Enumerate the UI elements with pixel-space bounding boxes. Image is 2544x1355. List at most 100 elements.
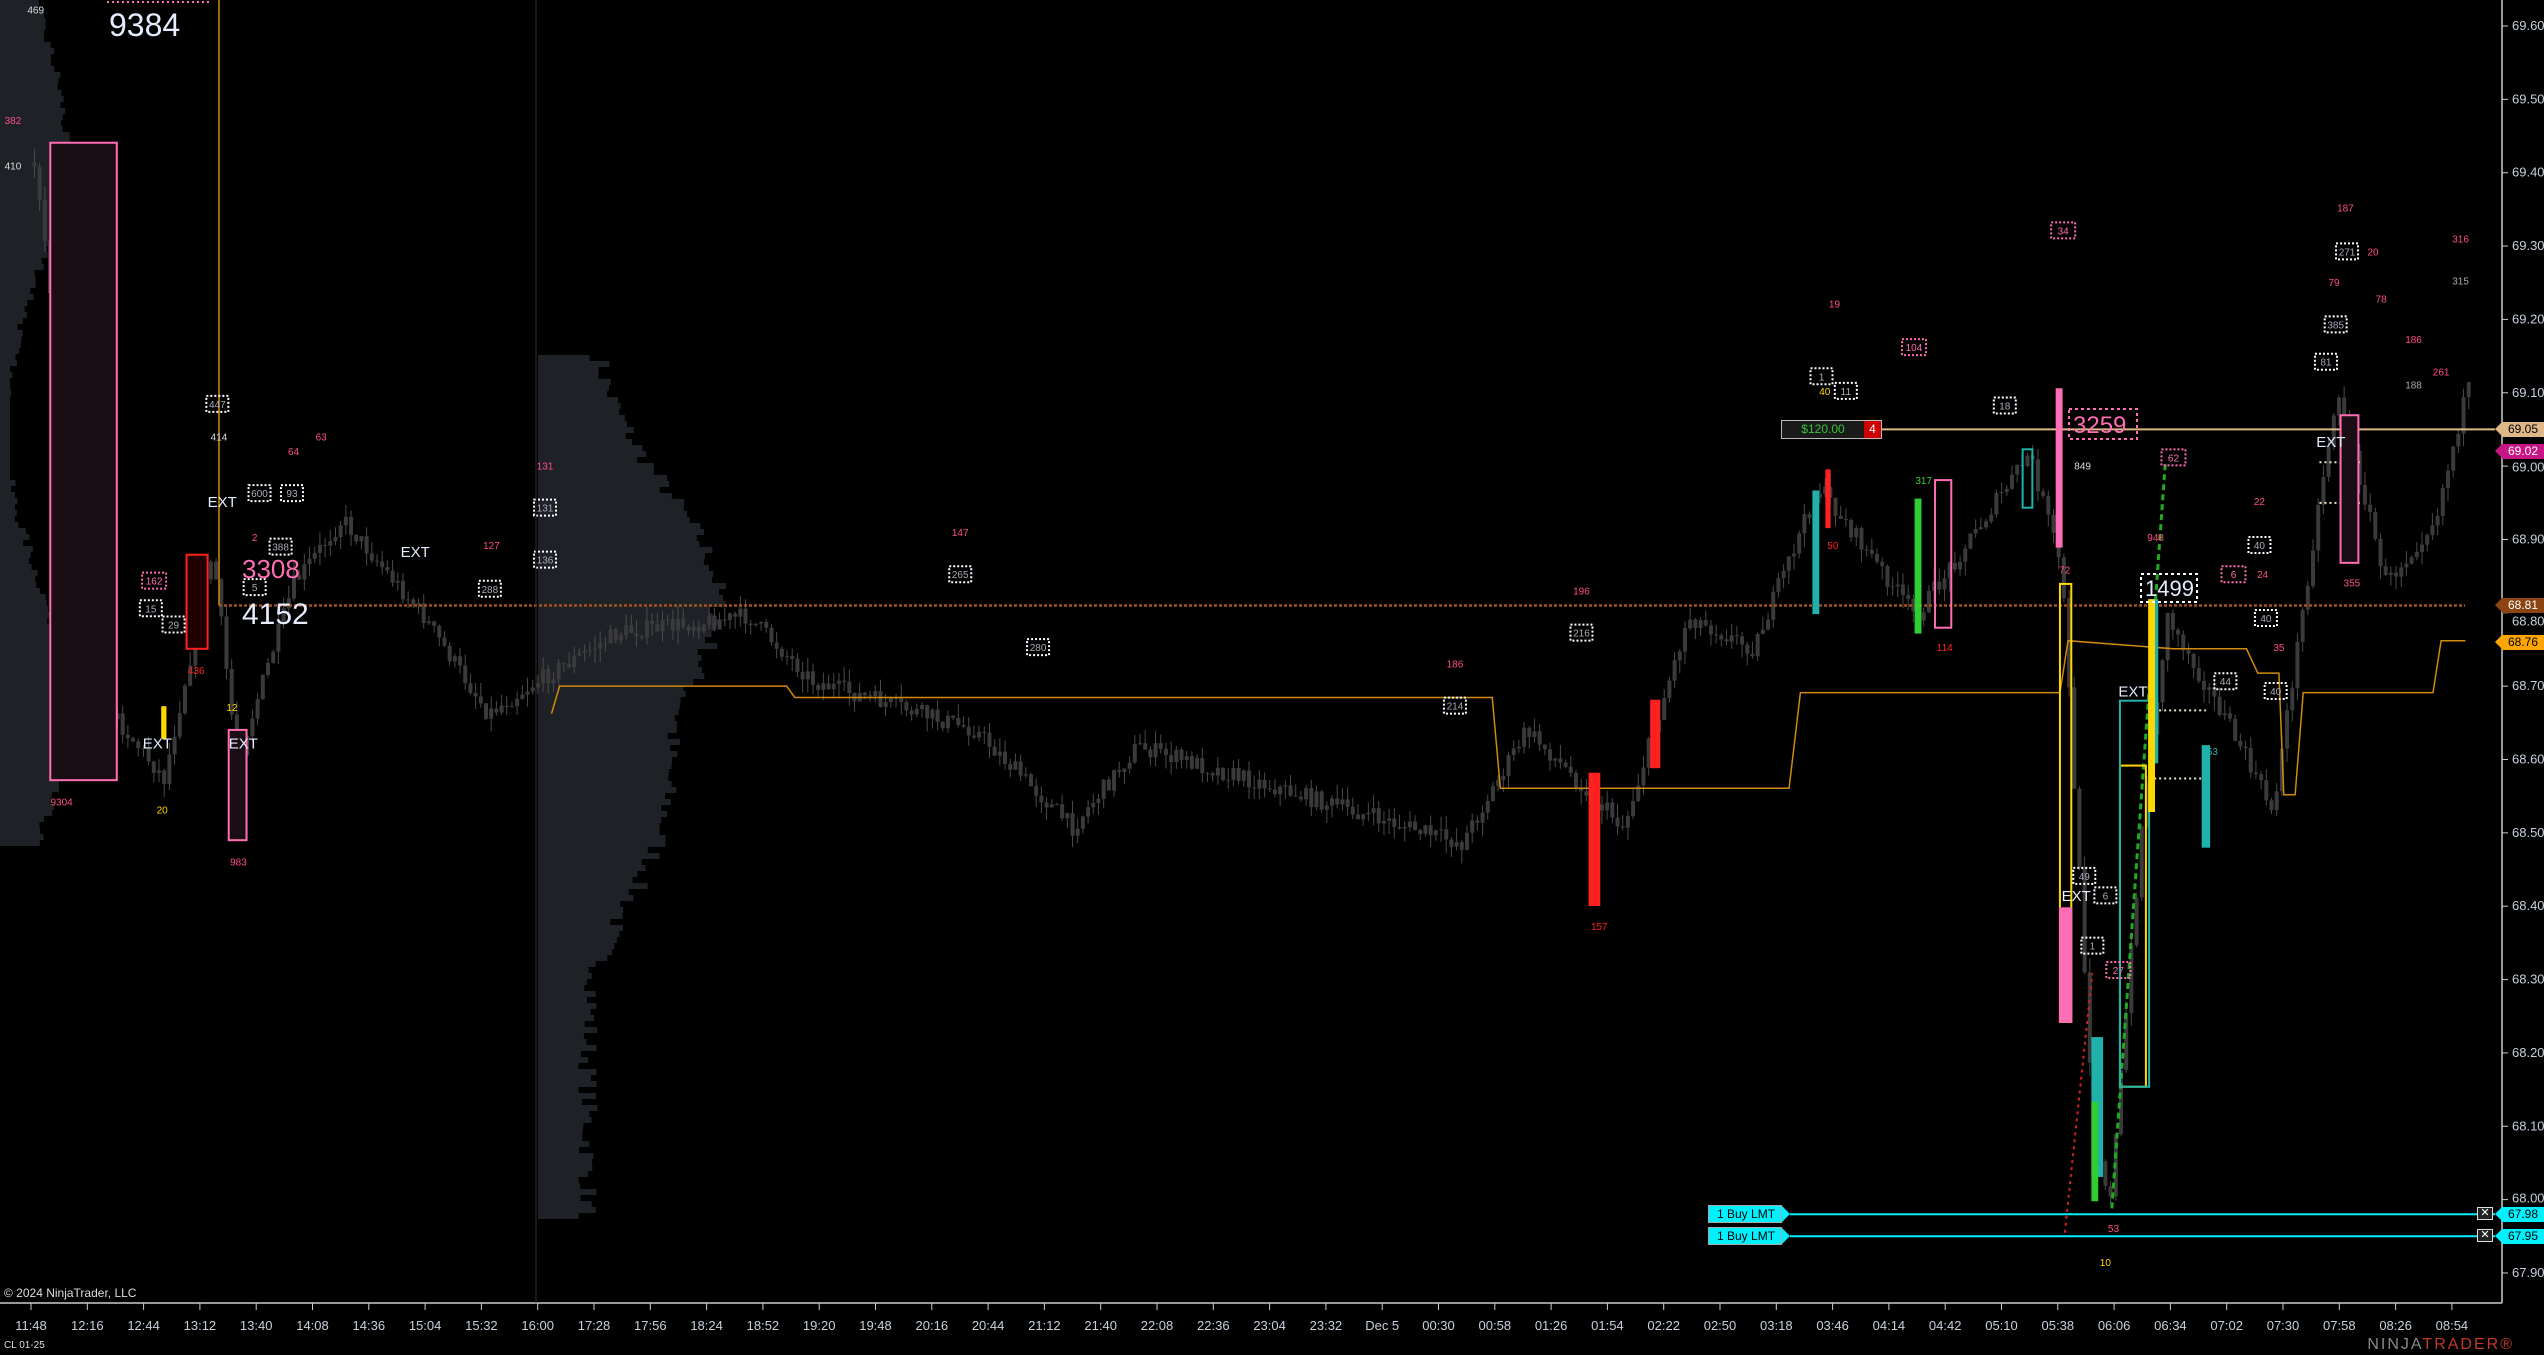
profile-bar (0, 474, 10, 480)
candle-body (2186, 650, 2191, 654)
profile-bar (0, 252, 48, 258)
annotation-label: 63 (316, 432, 328, 443)
candle-body (2383, 566, 2388, 575)
profile-bar (0, 720, 64, 726)
volume-box (279, 484, 304, 503)
candle-body (1350, 806, 1355, 815)
profile-bar (538, 469, 654, 475)
profile-bar (538, 1063, 579, 1069)
profile-bar (0, 114, 63, 120)
candle-body (1272, 789, 1277, 795)
candle-body (618, 635, 623, 641)
profile-bar (0, 96, 64, 102)
annotation-label: 35 (2273, 643, 2285, 654)
profile-bar (538, 493, 672, 499)
candle-body (1843, 519, 1848, 521)
profile-bar (0, 216, 55, 222)
profile-bar (0, 684, 64, 690)
candle-body (743, 608, 748, 624)
profile-bar (0, 414, 10, 420)
big-volume-label: 9384 (109, 7, 180, 43)
profile-bar (538, 613, 713, 619)
candle-body (2061, 557, 2066, 599)
candle-body (432, 621, 437, 626)
candle-body (702, 624, 707, 632)
signal-box (49, 141, 118, 782)
cancel-order-2-icon[interactable]: ✕ (2477, 1229, 2493, 1242)
candle-body (1994, 492, 1999, 515)
candle-body (1885, 565, 1890, 587)
time-tick-label: 21:40 (1084, 1318, 1117, 1333)
profile-bar (538, 553, 706, 559)
candle-body (831, 683, 836, 690)
profile-bar (0, 408, 10, 414)
candle-body (1682, 628, 1687, 652)
candle-body (2051, 514, 2056, 533)
price-tick-label: 69.40 (2512, 165, 2544, 180)
candle-body (426, 621, 431, 624)
candle-body (785, 656, 790, 658)
candle-body (1298, 796, 1303, 800)
candle-body (1542, 744, 1547, 750)
candle-body (971, 735, 976, 738)
profile-bar (0, 132, 70, 138)
profile-bar (538, 685, 684, 691)
candle-body (328, 541, 333, 546)
candle-body (1137, 743, 1142, 745)
candle-body (1117, 770, 1122, 772)
candle-body (1807, 514, 1812, 519)
candle-body (660, 620, 665, 632)
candle-body (2316, 504, 2321, 551)
candle-body (1049, 804, 1054, 808)
time-tick-label: 21:12 (1028, 1318, 1061, 1333)
candle-body (2253, 772, 2258, 775)
profile-bar (538, 865, 646, 871)
profile-bar (0, 690, 69, 696)
candle-body (1304, 788, 1309, 800)
candle-body (1563, 762, 1568, 767)
order-tag-buy-limit-1[interactable]: 1 Buy LMT (1708, 1205, 1790, 1223)
candle-body (987, 732, 992, 747)
annotation-label: 147 (952, 528, 969, 539)
position-display[interactable]: $120.00 4 (1781, 420, 1882, 439)
profile-bar (0, 582, 37, 588)
candle-body (1454, 842, 1459, 847)
candle-body (1906, 595, 1911, 599)
profile-bar (0, 600, 47, 606)
candle-body (1734, 635, 1739, 637)
candle-body (1480, 812, 1485, 823)
time-tick-label: 00:30 (1422, 1318, 1455, 1333)
order-tag-buy-limit-2[interactable]: 1 Buy LMT (1708, 1227, 1790, 1245)
profile-bar (0, 732, 64, 738)
candle-body (1719, 635, 1724, 640)
profile-bar (538, 457, 638, 463)
profile-bar (538, 1195, 581, 1201)
candle-body (2373, 512, 2378, 539)
candle-body (1968, 533, 1973, 549)
candle-body (286, 598, 291, 609)
candle-body (1942, 578, 1947, 590)
profile-bar (538, 823, 660, 829)
candle-body (1672, 660, 1677, 681)
candle-body (842, 680, 847, 682)
candle-body (862, 692, 867, 696)
profile-bar (538, 679, 694, 685)
price-marker: 69.02 (2495, 443, 2544, 459)
profile-bar (0, 306, 25, 312)
annotations: 4479360038852915131136288265280214216111… (5, 1, 2469, 1269)
candle-body (1667, 680, 1672, 699)
candle-body (1418, 829, 1423, 834)
candle-body (2368, 504, 2373, 513)
profile-bar (538, 481, 670, 487)
cancel-order-1-icon[interactable]: ✕ (2477, 1207, 2493, 1220)
big-volume-label: 4152 (242, 598, 309, 631)
profile-bar (0, 762, 61, 768)
candle-body (1361, 814, 1366, 820)
profile-bar (538, 667, 702, 673)
profile-bar (538, 1075, 591, 1081)
profile-bar (538, 547, 713, 553)
volume-box (2253, 608, 2278, 627)
candle-body (509, 706, 514, 708)
profile-bar (538, 1069, 597, 1075)
